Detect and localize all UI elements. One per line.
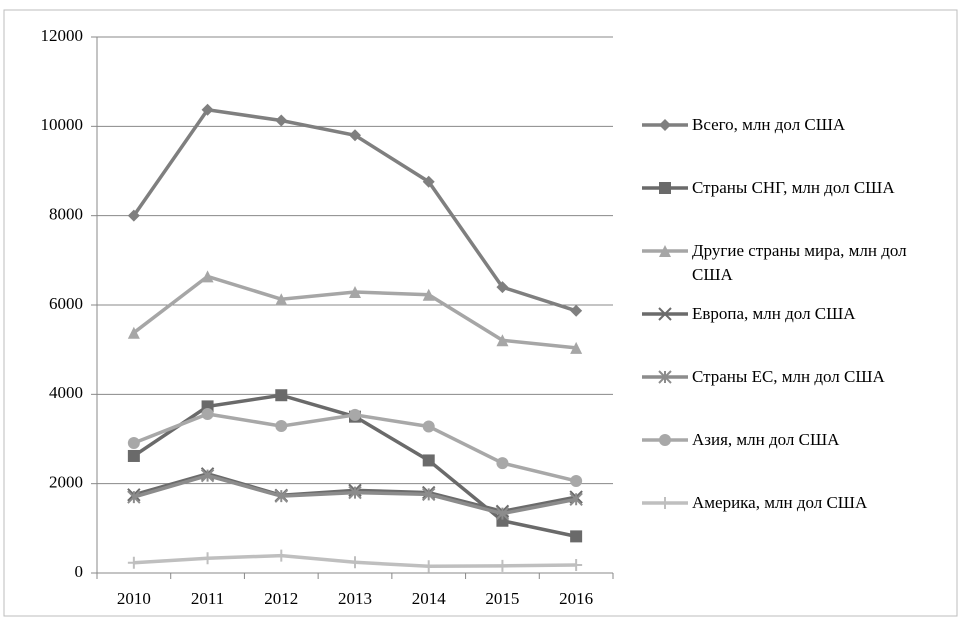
legend-entry: Другие страны мира, млн дол США [640, 239, 950, 287]
legend-label: Другие страны мира, млн дол США [692, 241, 907, 284]
data-point [201, 103, 214, 116]
legend-marker [659, 434, 671, 446]
data-point [422, 487, 436, 502]
data-point [570, 474, 583, 487]
y-tick-label: 8000 [49, 205, 83, 224]
data-point [349, 408, 361, 421]
data-point [495, 506, 510, 521]
legend-marker [659, 497, 671, 509]
legend-entry: Страны СНГ, млн дол США [640, 176, 950, 200]
data-point [127, 556, 140, 569]
data-point [201, 270, 214, 283]
data-point [200, 468, 215, 483]
data-point [127, 326, 140, 339]
legend-entry: Всего, млн дол США [640, 113, 950, 137]
legend-key [642, 307, 688, 321]
legend-label: Азия, млн дол США [692, 430, 840, 449]
data-point [127, 490, 141, 504]
x-tick-label: 2014 [412, 589, 447, 608]
legend-entry: Азия, млн дол США [640, 428, 950, 452]
data-point [127, 437, 140, 450]
data-point [422, 175, 435, 188]
data-point [496, 281, 509, 294]
legend-marker [659, 245, 671, 257]
y-tick-label: 12000 [41, 26, 84, 45]
data-point [275, 389, 288, 402]
legend-label: Америка, млн дол США [692, 493, 868, 512]
y-tick-label: 6000 [49, 294, 83, 313]
data-point [348, 485, 362, 500]
data-point [570, 341, 583, 354]
legend-entry: Америка, млн дол США [640, 491, 950, 515]
legend-label: Страны СНГ, млн дол США [692, 178, 895, 197]
y-tick-label: 4000 [49, 383, 83, 402]
data-point [275, 293, 288, 306]
data-point [496, 559, 509, 572]
data-point [422, 420, 435, 433]
data-point [422, 454, 435, 467]
data-point [570, 530, 583, 543]
legend-marker [658, 370, 672, 384]
legend-key [642, 434, 688, 446]
data-point [422, 288, 435, 301]
legend-marker [659, 119, 671, 131]
y-tick-label: 2000 [49, 473, 83, 492]
data-point [422, 560, 435, 573]
data-point [349, 286, 361, 299]
x-tick-label: 2012 [264, 589, 298, 608]
legend-entry: Европа, млн дол США [640, 302, 950, 326]
x-tick-label: 2015 [485, 589, 519, 608]
legend-key [642, 245, 688, 257]
data-point [349, 556, 361, 569]
legend-key [642, 182, 688, 194]
x-tick-label: 2013 [338, 589, 372, 608]
legend-key [642, 119, 688, 131]
y-tick-label: 10000 [41, 115, 84, 134]
legend-label: Всего, млн дол США [692, 115, 846, 134]
data-point [274, 489, 288, 503]
data-point [275, 549, 288, 562]
legend-entry: Страны ЕС, млн дол США [640, 365, 950, 389]
data-point [570, 304, 583, 317]
legend-key [642, 370, 688, 384]
legend-marker [659, 182, 671, 194]
series-line [133, 412, 577, 483]
data-point [275, 420, 288, 433]
data-point [496, 334, 509, 347]
data-point [201, 552, 214, 565]
data-point [569, 492, 583, 507]
x-tick-label: 2011 [191, 589, 224, 608]
frame [3, 9, 958, 617]
data-point [496, 457, 509, 470]
legend-marker [658, 307, 672, 321]
data-point [127, 209, 140, 222]
y-tick-label: 0 [75, 562, 84, 581]
data-point [275, 114, 288, 127]
legend-label: Европа, млн дол США [692, 304, 856, 323]
legend-label: Страны ЕС, млн дол США [692, 367, 885, 386]
data-point [349, 129, 361, 142]
data-point [201, 407, 214, 420]
x-tick-label: 2010 [117, 589, 151, 608]
legend-key [642, 497, 688, 509]
x-tick-label: 2016 [559, 589, 593, 608]
data-point [570, 558, 583, 571]
data-point [127, 449, 140, 462]
